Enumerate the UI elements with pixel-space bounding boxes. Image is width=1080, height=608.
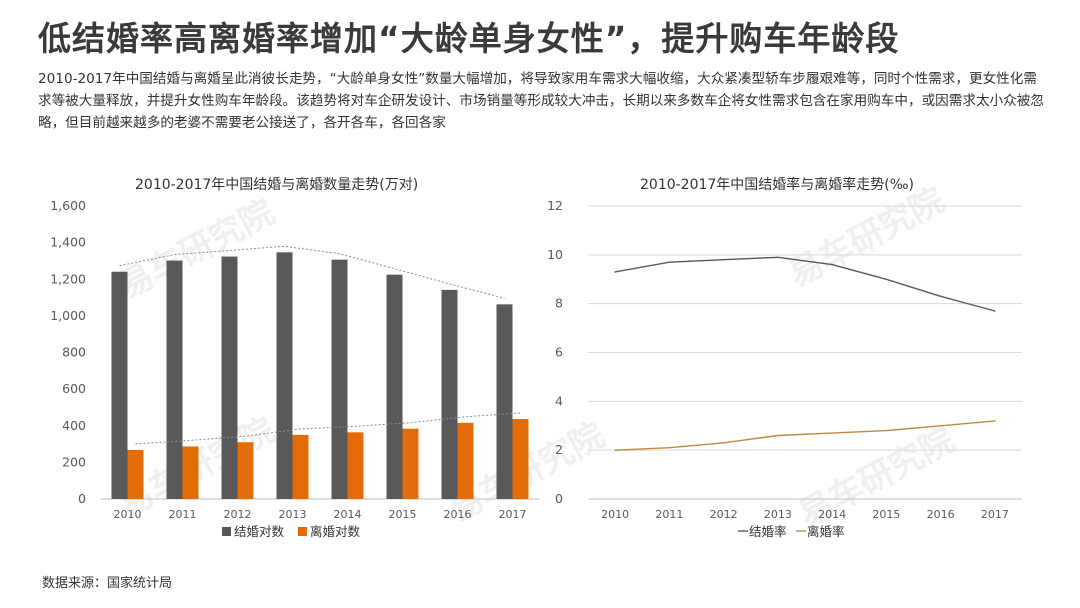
y-tick-label: 4 [555, 393, 563, 408]
x-tick-label: 2016 [927, 508, 955, 521]
page-title: 低结婚率高离婚率增加“大龄单身女性”，提升购车年龄段 [38, 19, 900, 58]
data-point [831, 263, 833, 266]
data-point [885, 278, 888, 281]
y-tick-label: 1,000 [50, 308, 86, 323]
y-tick-label: 6 [555, 345, 563, 360]
bar-marriage [221, 256, 238, 499]
bar-marriage [111, 271, 128, 499]
x-tick-label: 2013 [279, 508, 307, 521]
data-point [994, 310, 996, 312]
bar-divorce [347, 432, 364, 499]
y-tick-label: 10 [547, 247, 563, 262]
y-tick-label: 0 [555, 491, 563, 506]
data-point [722, 442, 725, 444]
y-tick-label: 400 [62, 418, 86, 433]
trendline-divorce [135, 412, 521, 445]
x-tick-label: 2011 [169, 508, 197, 521]
bar-marriage [331, 259, 348, 499]
data-point [668, 261, 671, 263]
x-tick-label: 2016 [444, 508, 472, 521]
legend-swatch-marriage [222, 527, 231, 536]
x-tick-label: 2014 [818, 508, 846, 521]
bar-divorce [512, 418, 529, 499]
x-tick-label: 2015 [872, 508, 900, 521]
y-tick-label: 1,600 [50, 198, 86, 213]
legend-label-marriage-rate: 结婚率 [749, 524, 787, 539]
x-tick-label: 2012 [224, 508, 252, 521]
x-tick-label: 2017 [981, 508, 1009, 521]
bar-divorce [292, 434, 309, 499]
bar-marriage [276, 252, 293, 499]
y-tick-label: 0 [78, 491, 86, 506]
legend-label-marriage: 结婚对数 [234, 524, 285, 539]
y-tick-label: 600 [62, 381, 86, 396]
x-tick-label: 2010 [601, 508, 629, 521]
y-tick-label: 2 [555, 442, 563, 457]
x-tick-label: 2010 [114, 508, 142, 521]
y-tick-label: 12 [547, 198, 563, 213]
line-chart-title: 2010-2017年中国结婚率与离婚率走势(‰) [640, 177, 915, 193]
page-description: 2010-2017年中国结婚与离婚呈此消彼长走势，“大龄单身女性”数量大幅增加，… [38, 71, 1044, 131]
data-point [939, 424, 942, 427]
x-tick-label: 2012 [710, 508, 738, 521]
x-tick-label: 2017 [499, 508, 527, 521]
line-marriage-rate [614, 256, 996, 312]
line-divorce-rate [615, 420, 995, 451]
bar-marriage [441, 289, 458, 499]
x-tick-label: 2014 [334, 508, 362, 521]
bar-marriage [496, 304, 513, 499]
x-tick-label: 2015 [389, 508, 417, 521]
bar-divorce [402, 428, 419, 499]
bar-chart-title: 2010-2017年中国结婚与离婚数量走势(万对) [135, 177, 419, 193]
data-point [668, 446, 671, 449]
y-tick-label: 1,200 [50, 271, 86, 286]
data-point [614, 271, 616, 273]
y-tick-label: 1,400 [50, 235, 86, 250]
bar-marriage [386, 274, 403, 499]
legend-label-divorce-rate: 离婚率 [807, 524, 845, 539]
bar-divorce [127, 449, 144, 499]
bar-marriage [166, 260, 183, 499]
data-point [777, 256, 779, 259]
x-tick-label: 2011 [655, 508, 683, 521]
data-point [885, 429, 888, 432]
y-tick-label: 200 [62, 454, 86, 469]
trendline-marriage [119, 245, 505, 299]
data-point [722, 258, 725, 261]
data-point [831, 432, 833, 434]
legend-label-divorce: 离婚对数 [310, 524, 361, 539]
data-point [614, 449, 616, 451]
legend-swatch-divorce [298, 527, 307, 536]
data-source: 数据来源：国家统计局 [42, 576, 173, 591]
data-point [939, 295, 942, 298]
x-tick-label: 2013 [764, 508, 792, 521]
bar-divorce [457, 422, 474, 499]
y-tick-label: 800 [62, 345, 86, 360]
bar-divorce [182, 446, 199, 499]
data-point [994, 420, 996, 422]
bar-divorce [237, 442, 254, 499]
y-tick-label: 8 [555, 296, 563, 311]
data-point [777, 434, 779, 437]
